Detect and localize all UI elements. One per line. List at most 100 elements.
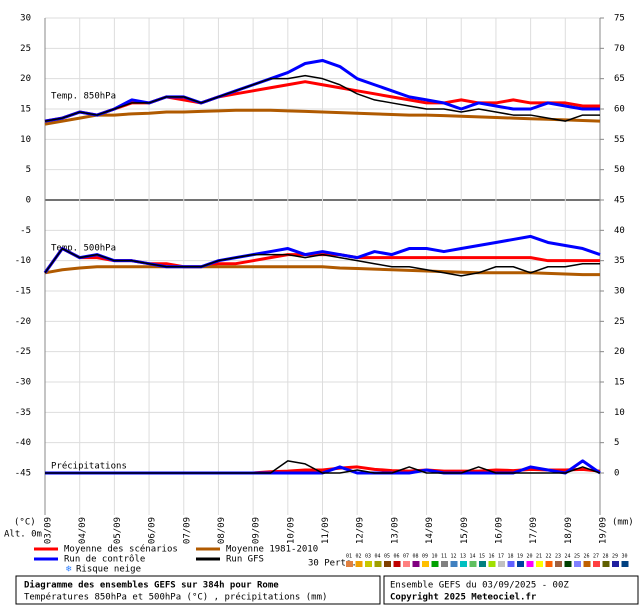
perturbation-label: 29 bbox=[612, 554, 618, 560]
perturbation-swatch bbox=[593, 561, 600, 567]
y2-tick-label: 60 bbox=[614, 105, 625, 115]
perturbation-label: 16 bbox=[489, 554, 495, 560]
legend-label: Moyenne des scénarios bbox=[64, 544, 178, 555]
perturbations-label: 30 Perts. bbox=[308, 559, 357, 569]
x-tick-label: 13/09 bbox=[390, 517, 400, 544]
perturbation-label: 07 bbox=[403, 554, 409, 560]
perturbation-swatch bbox=[621, 561, 629, 567]
perturbation-swatch bbox=[574, 561, 581, 567]
y-tick-label: 10 bbox=[20, 135, 31, 145]
x-tick-label: 05/09 bbox=[113, 517, 123, 544]
perturbation-label: 22 bbox=[546, 554, 552, 560]
y-tick-label: -45 bbox=[15, 469, 31, 479]
y-tick-label: 0 bbox=[26, 196, 31, 206]
y2-tick-label: 20 bbox=[614, 347, 625, 357]
perturbation-label: 23 bbox=[555, 554, 561, 560]
perturbation-swatch bbox=[374, 561, 382, 567]
y-tick-label: -40 bbox=[15, 438, 31, 448]
perturbation-swatch bbox=[403, 561, 410, 567]
x-tick-label: 16/09 bbox=[494, 517, 504, 544]
y-tick-label: 20 bbox=[20, 74, 31, 84]
perturbation-label: 06 bbox=[394, 554, 400, 560]
snow-icon: ❄ bbox=[66, 565, 72, 575]
perturbation-label: 05 bbox=[384, 554, 390, 560]
title-box bbox=[15, 575, 381, 605]
perturbation-swatch bbox=[469, 561, 477, 567]
panel-label: Précipitations bbox=[51, 461, 127, 472]
x-tick-label: 03/09 bbox=[44, 517, 54, 544]
perturbation-label: 28 bbox=[603, 554, 609, 560]
perturbation-swatch bbox=[393, 561, 401, 567]
perturbation-swatch bbox=[602, 561, 610, 567]
perturbation-swatch bbox=[355, 561, 363, 567]
perturbation-label: 15 bbox=[479, 554, 485, 560]
run-box bbox=[383, 575, 639, 605]
perturbation-label: 01 bbox=[346, 554, 352, 560]
y-tick-label: -35 bbox=[15, 408, 31, 418]
perturbation-swatch bbox=[479, 561, 486, 567]
y-tick-label: -25 bbox=[15, 347, 31, 357]
x-tick-label: 15/09 bbox=[460, 517, 470, 544]
perturbation-swatch bbox=[422, 561, 429, 567]
series-line bbox=[44, 74, 600, 122]
perturbation-label: 19 bbox=[517, 554, 523, 560]
perturbation-label: 13 bbox=[460, 554, 466, 560]
perturbation-swatch bbox=[545, 561, 553, 567]
y2-tick-label: 30 bbox=[614, 287, 625, 297]
perturbation-label: 21 bbox=[536, 554, 542, 560]
copyright: Copyright 2025 Meteociel.fr bbox=[390, 592, 537, 603]
run-label: Ensemble GEFS du 03/09/2025 - 00Z bbox=[390, 581, 569, 591]
y2-tick-label: 5 bbox=[614, 438, 619, 448]
x-tick-label: 06/09 bbox=[148, 517, 158, 544]
y2-tick-label: 15 bbox=[614, 378, 625, 388]
x-tick-label: 14/09 bbox=[425, 517, 435, 544]
perturbation-swatch bbox=[346, 561, 353, 567]
series-line bbox=[44, 58, 600, 123]
x-tick-label: 04/09 bbox=[78, 517, 88, 544]
perturbation-swatch bbox=[431, 561, 439, 567]
perturbation-swatch bbox=[583, 561, 591, 567]
y2-tick-label: 75 bbox=[614, 14, 625, 24]
perturbation-label: 12 bbox=[451, 554, 457, 560]
chart-title: Diagramme des ensembles GEFS sur 384h po… bbox=[24, 580, 279, 591]
chart-subtitle: Températures 850hPa et 500hPa (°C) , pré… bbox=[24, 592, 327, 603]
y-tick-label: -5 bbox=[20, 226, 31, 236]
perturbation-label: 17 bbox=[498, 554, 504, 560]
y2-tick-label: 50 bbox=[614, 165, 625, 175]
perturbation-swatch bbox=[450, 561, 458, 567]
y-tick-label: 30 bbox=[20, 14, 31, 24]
y2-tick-label: 40 bbox=[614, 226, 625, 236]
x-tick-label: 19/09 bbox=[599, 517, 609, 544]
y2-tick-label: 35 bbox=[614, 256, 625, 266]
perturbation-label: 27 bbox=[593, 554, 599, 560]
y2-unit: (mm) bbox=[612, 518, 634, 528]
perturbation-swatch bbox=[507, 561, 515, 567]
x-tick-label: 17/09 bbox=[529, 517, 539, 544]
panel-label: Temp. 850hPa bbox=[51, 92, 116, 102]
perturbation-label: 08 bbox=[413, 554, 419, 560]
y-tick-label: 15 bbox=[20, 105, 31, 115]
x-tick-label: 18/09 bbox=[564, 517, 574, 544]
x-tick-label: 11/09 bbox=[321, 517, 331, 544]
series-line bbox=[45, 460, 601, 474]
series-line bbox=[44, 247, 600, 277]
perturbation-label: 18 bbox=[508, 554, 514, 560]
legend-label: Run GFS bbox=[226, 555, 264, 565]
perturbation-label: 10 bbox=[432, 554, 438, 560]
perturbation-label: 03 bbox=[365, 554, 371, 560]
perturbation-label: 11 bbox=[441, 554, 447, 560]
perturbation-swatch bbox=[384, 561, 391, 567]
perturbation-label: 24 bbox=[565, 554, 571, 560]
perturbation-label: 04 bbox=[375, 554, 381, 560]
series-line bbox=[44, 108, 601, 126]
perturbation-swatch bbox=[564, 561, 572, 567]
y2-tick-label: 65 bbox=[614, 74, 625, 84]
y2-tick-label: 0 bbox=[614, 469, 619, 479]
y-tick-label: -30 bbox=[15, 378, 31, 388]
perturbation-swatch bbox=[498, 561, 505, 567]
y-tick-label: -15 bbox=[15, 287, 31, 297]
perturbation-swatch bbox=[488, 561, 496, 567]
perturbation-swatch bbox=[365, 561, 372, 567]
